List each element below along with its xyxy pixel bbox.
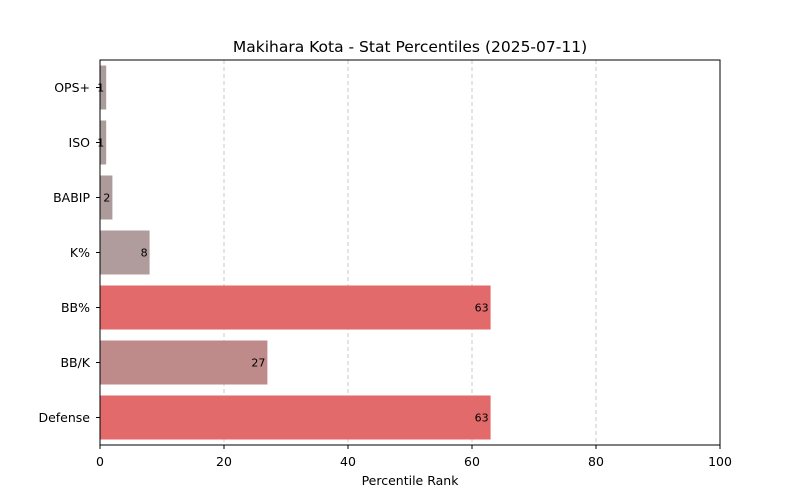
x-tick-label: 40 xyxy=(340,454,356,469)
x-axis-ticks: 0 20 40 60 80 100 xyxy=(96,445,732,469)
bar xyxy=(100,340,268,385)
x-tick-label: 100 xyxy=(708,454,732,469)
bar xyxy=(100,65,107,110)
x-axis-label: Percentile Rank xyxy=(362,473,460,488)
x-tick-label: 80 xyxy=(588,454,604,469)
x-tick-label: 0 xyxy=(96,454,104,469)
bars: 1 1 2 8 63 27 63 xyxy=(97,65,491,440)
x-tick-label: 20 xyxy=(216,454,232,469)
bar-value-label: 1 xyxy=(97,137,104,150)
chart-title: Makihara Kota - Stat Percentiles (2025-0… xyxy=(233,38,587,56)
bar-value-label: 27 xyxy=(251,357,265,370)
bar xyxy=(100,120,107,165)
bar xyxy=(100,175,113,220)
y-tick-label: K% xyxy=(70,245,90,260)
plot-frame xyxy=(99,59,721,446)
y-axis-ticks: OPS+ ISO BABIP K% BB% BB/K Defense xyxy=(38,80,100,425)
y-tick-label: BB% xyxy=(61,300,90,315)
bar-value-label: 2 xyxy=(103,192,110,205)
bar-value-label: 8 xyxy=(141,247,148,260)
bar-value-label: 1 xyxy=(97,82,104,95)
y-tick-label: BB/K xyxy=(60,355,90,370)
y-tick-label: OPS+ xyxy=(54,80,90,95)
bar xyxy=(100,285,491,330)
bar-value-label: 63 xyxy=(475,302,489,315)
y-tick-label: BABIP xyxy=(53,190,90,205)
grid-lines xyxy=(223,60,597,445)
y-tick-label: Defense xyxy=(38,410,90,425)
y-tick-label: ISO xyxy=(69,135,91,150)
x-tick-label: 60 xyxy=(464,454,480,469)
bar xyxy=(100,230,150,275)
bar-value-label: 63 xyxy=(475,412,489,425)
bar xyxy=(100,395,491,440)
